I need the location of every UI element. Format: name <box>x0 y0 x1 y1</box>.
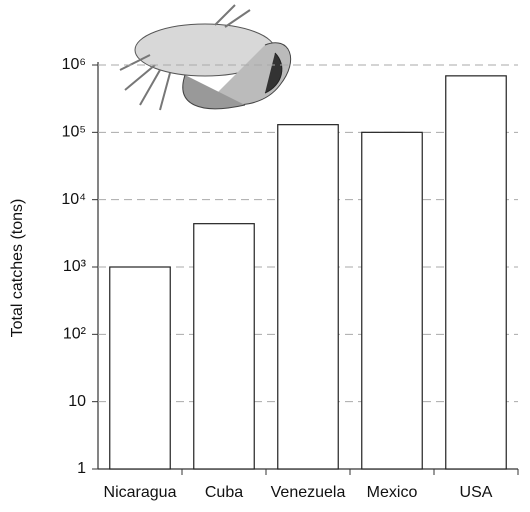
y-tick-label: 10⁵ <box>62 124 86 141</box>
y-tick-label: 1 <box>77 460 86 477</box>
bar <box>446 76 506 469</box>
bar <box>110 267 170 469</box>
y-tick-label: 10² <box>63 326 87 343</box>
x-tick-label: Venezuela <box>271 484 346 501</box>
y-tick-label: 10³ <box>63 258 87 275</box>
bar <box>278 125 338 469</box>
bar <box>194 224 254 469</box>
y-tick-label: 10⁴ <box>61 191 86 208</box>
y-tick-label: 10⁶ <box>62 56 86 73</box>
crab-illustration <box>120 5 291 110</box>
x-tick-label: Cuba <box>205 484 243 501</box>
bar <box>362 132 422 469</box>
x-tick-label: Mexico <box>367 484 418 501</box>
chart: Total catches (tons) 1 10 10² 10³ 10⁴ 10⁵ 10⁶ N… <box>0 0 530 512</box>
y-tick-label: 10 <box>68 393 86 410</box>
y-axis-label: Total catches (tons) <box>9 199 26 338</box>
x-tick-label: Nicaragua <box>104 484 177 501</box>
x-tick-label: USA <box>460 484 493 501</box>
